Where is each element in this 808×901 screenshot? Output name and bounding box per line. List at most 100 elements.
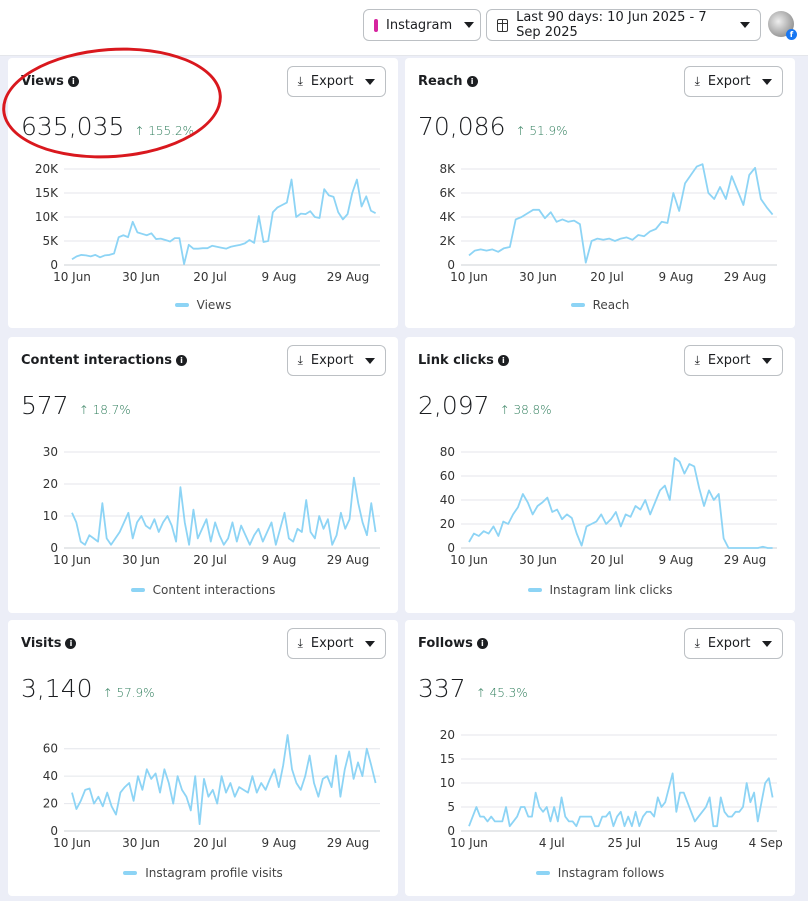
metric-delta: ↑ 155.2%: [134, 124, 195, 138]
export-button[interactable]: ⤓ Export: [287, 66, 386, 97]
y-tick-label: 10: [43, 509, 58, 523]
line-chart: 0 2K 4K 6K 8K 10 Jun 30 Jun 20 Jul 9 Aug 29 Aug: [439, 162, 777, 284]
chevron-down-icon: [762, 357, 773, 364]
metric-card-visits: Visits i ⤓ Export 3,140 ↑ 57.9% Instagram p…: [8, 620, 398, 896]
x-tick-label: 29 Aug: [327, 553, 370, 567]
legend-swatch: [535, 871, 550, 875]
export-label: Export: [310, 636, 354, 651]
chevron-down-icon: [464, 22, 475, 28]
y-tick-label: 40: [440, 493, 455, 507]
y-tick-label: 40: [43, 769, 58, 783]
line-chart: 0 10 20 30 10 Jun 30 Jun 20 Jul 9 Aug 29 Aug: [43, 445, 380, 567]
export-label: Export: [310, 353, 354, 368]
legend-swatch: [527, 588, 542, 592]
x-tick-label: 9 Aug: [262, 553, 297, 567]
export-button[interactable]: ⤓ Export: [684, 66, 783, 97]
legend-swatch: [570, 303, 585, 307]
x-tick-label: 9 Aug: [262, 270, 297, 284]
chart-legend: Instagram follows: [405, 866, 795, 880]
x-tick-label: 10 Jun: [450, 270, 488, 284]
x-tick-label: 9 Aug: [659, 553, 694, 567]
y-tick-label: 60: [440, 469, 455, 483]
y-tick-label: 15K: [35, 186, 59, 200]
metric-delta: ↑ 51.9%: [515, 124, 568, 138]
chart-legend: Reach: [405, 298, 795, 312]
x-tick-label: 30 Jun: [122, 270, 160, 284]
y-tick-label: 20: [440, 728, 455, 742]
series-line: [468, 457, 773, 549]
x-tick-label: 30 Jun: [519, 270, 557, 284]
y-tick-label: 20: [43, 797, 58, 811]
legend-label: Views: [196, 298, 232, 312]
metric-card-link-clicks: Link clicks i ⤓ Export 2,097 ↑ 38.8% Instag…: [405, 337, 795, 613]
download-icon: ⤓: [297, 353, 303, 367]
chart-legend: Instagram profile visits: [8, 866, 398, 880]
chevron-down-icon: [365, 640, 376, 647]
metric-card-content-interactions: Content interactions i ⤓ Export 577 ↑ 18.7%…: [8, 337, 398, 613]
legend-swatch: [130, 588, 145, 592]
y-tick-label: 10: [440, 776, 455, 790]
x-tick-label: 20 Jul: [193, 836, 227, 850]
series-line: [71, 178, 377, 265]
line-chart: 0 20 40 60 10 Jun 30 Jun 20 Jul 9 Aug 29 Aug: [43, 734, 380, 850]
y-tick-label: 5K: [42, 234, 59, 248]
legend-label: Instagram link clicks: [549, 583, 673, 597]
metric-card-views: Views i ⤓ Export 635,035 ↑ 155.2% Views 0 5K 1…: [8, 58, 398, 328]
platform-label: Instagram: [386, 17, 453, 33]
x-tick-label: 29 Aug: [327, 836, 370, 850]
info-icon[interactable]: i: [65, 638, 77, 649]
y-tick-label: 0: [447, 824, 455, 838]
export-label: Export: [707, 636, 751, 651]
export-button[interactable]: ⤓ Export: [684, 345, 783, 376]
y-tick-label: 0: [50, 541, 58, 555]
platform-selector[interactable]: Instagram: [363, 9, 481, 41]
y-tick-label: 0: [50, 258, 58, 272]
info-icon[interactable]: i: [67, 76, 79, 87]
card-title-text: Reach: [418, 74, 463, 89]
metric-total: 2,097 ↑ 38.8%: [418, 391, 552, 420]
y-tick-label: 30: [43, 445, 58, 459]
export-label: Export: [707, 74, 751, 89]
facebook-icon: f: [786, 29, 797, 40]
metric-delta: ↑ 57.9%: [102, 686, 155, 700]
series-line: [468, 772, 774, 828]
series-line: [71, 734, 377, 826]
info-icon[interactable]: i: [476, 638, 488, 649]
info-icon[interactable]: i: [175, 355, 187, 366]
line-chart: 0 5 10 15 20 10 Jun 4 Jul 25 Jul 15 Aug 4 Sep: [440, 728, 783, 850]
export-button[interactable]: ⤓ Export: [684, 628, 783, 659]
x-tick-label: 9 Aug: [659, 270, 694, 284]
legend-label: Content interactions: [152, 583, 276, 597]
y-tick-label: 0: [447, 541, 455, 555]
top-bar: Instagram Last 90 days: 10 Jun 2025 - 7 …: [0, 0, 808, 56]
metric-total: 635,035 ↑ 155.2%: [21, 112, 194, 141]
series-line: [468, 163, 774, 264]
x-tick-label: 20 Jul: [193, 270, 227, 284]
avatar[interactable]: f: [768, 11, 797, 40]
export-button[interactable]: ⤓ Export: [287, 345, 386, 376]
x-tick-label: 20 Jul: [193, 553, 227, 567]
x-tick-label: 9 Aug: [262, 836, 297, 850]
x-tick-label: 15 Aug: [675, 836, 718, 850]
metric-value: 70,086: [418, 112, 506, 141]
chevron-down-icon: [365, 357, 376, 364]
y-tick-label: 0: [447, 258, 455, 272]
info-icon[interactable]: i: [497, 355, 509, 366]
x-tick-label: 4 Jul: [539, 836, 565, 850]
metric-card-reach: Reach i ⤓ Export 70,086 ↑ 51.9% Reach 0 2K 4K 6…: [405, 58, 795, 328]
y-tick-label: 10K: [35, 210, 59, 224]
info-icon[interactable]: i: [466, 76, 478, 87]
x-tick-label: 20 Jul: [590, 553, 624, 567]
legend-label: Instagram profile visits: [145, 866, 283, 880]
y-tick-label: 2K: [439, 234, 456, 248]
export-button[interactable]: ⤓ Export: [287, 628, 386, 659]
download-icon: ⤓: [694, 636, 700, 650]
date-range-selector[interactable]: Last 90 days: 10 Jun 2025 - 7 Sep 2025: [486, 9, 761, 41]
metric-delta: ↑ 18.7%: [78, 403, 131, 417]
date-range-label: Last 90 days: 10 Jun 2025 - 7 Sep 2025: [516, 10, 707, 40]
x-tick-label: 30 Jun: [122, 836, 160, 850]
card-title: Views i: [21, 74, 79, 89]
metric-total: 337 ↑ 45.3%: [418, 674, 528, 703]
card-title: Reach i: [418, 74, 478, 89]
metric-value: 635,035: [21, 112, 125, 141]
